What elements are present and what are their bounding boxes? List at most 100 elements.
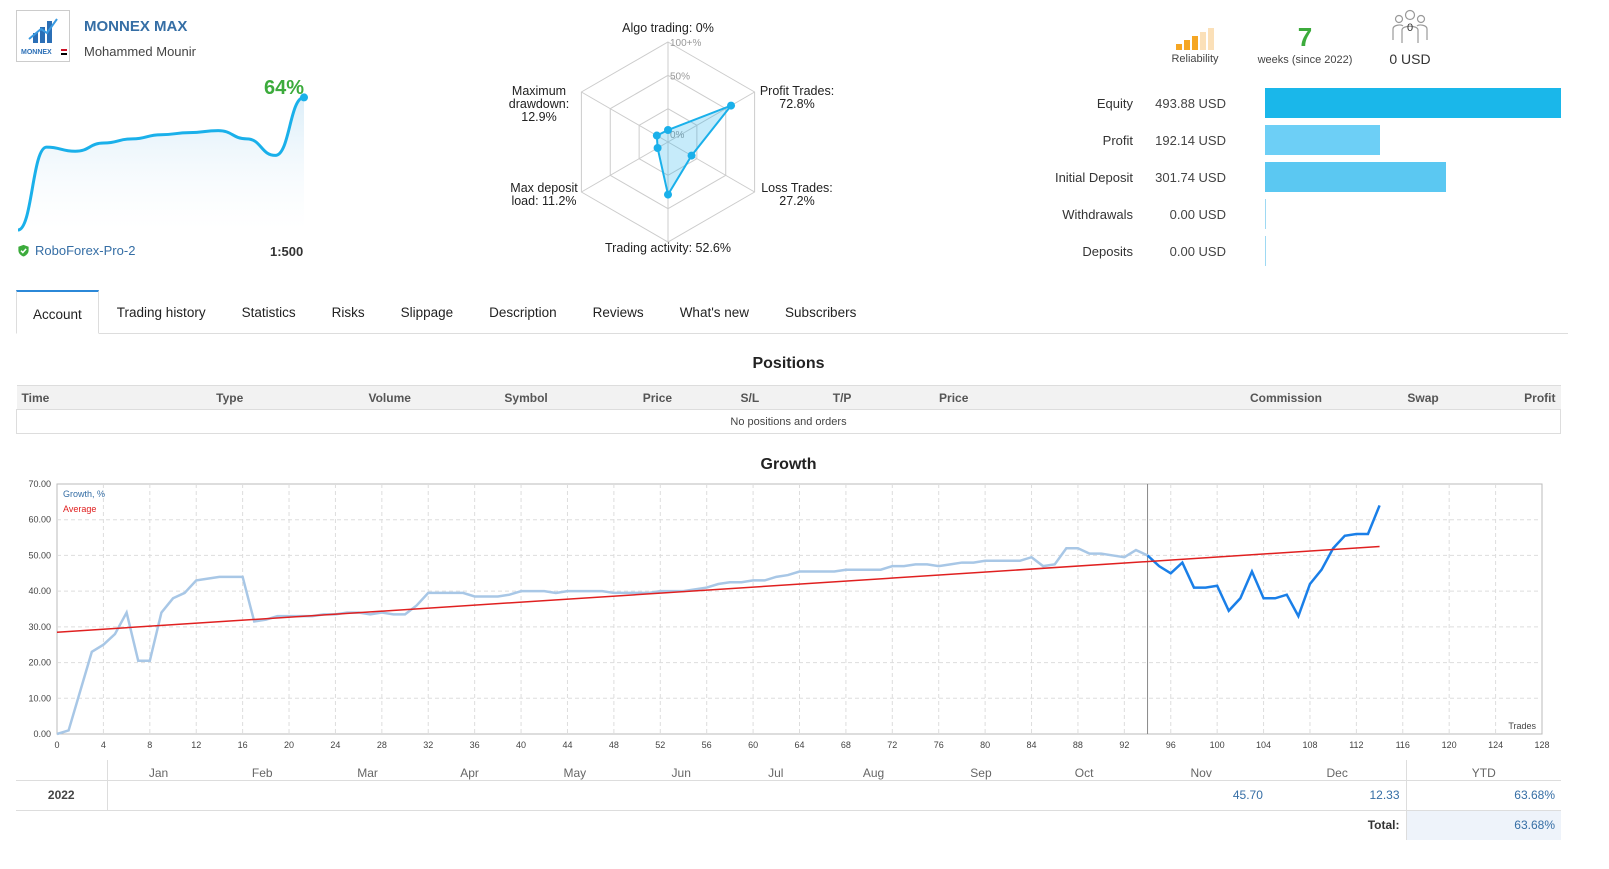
radar-point xyxy=(727,101,736,110)
financial-value: 301.74 USD xyxy=(1155,170,1226,185)
total-label: Total: xyxy=(1367,818,1400,833)
positions-col-header[interactable]: Profit xyxy=(1443,385,1561,410)
positions-col-header[interactable]: Time xyxy=(16,385,134,410)
month-value xyxy=(732,780,820,810)
financial-value: 0.00 USD xyxy=(1169,207,1226,222)
x-tick-label: 116 xyxy=(1396,740,1410,750)
y-tick-label: 50.00 xyxy=(28,550,51,560)
x-tick-label: 128 xyxy=(1534,740,1549,750)
weeks-count: 7 xyxy=(1297,22,1313,52)
growth-percent: 64% xyxy=(264,77,305,99)
financial-value: 0.00 USD xyxy=(1169,244,1226,259)
x-tick-label: 124 xyxy=(1488,740,1503,750)
growth-x-ticks: 0 4 8 12 16 20 24 28 32 36 40 44 48 52 56 60 64 68 72 76 80 8… xyxy=(54,740,1549,750)
radar-axis xyxy=(667,141,755,193)
radar-scale-label: 50% xyxy=(670,71,690,82)
growth-title: Growth xyxy=(760,456,817,473)
x-tick-label: 12 xyxy=(191,740,201,750)
positions-col-header[interactable]: Swap xyxy=(1326,385,1444,410)
x-tick-label: 24 xyxy=(330,740,340,750)
month-header: May xyxy=(563,765,587,780)
month-header: Jan xyxy=(148,765,169,780)
ytd-header: YTD xyxy=(1405,760,1561,780)
tab-slippage[interactable]: Slippage xyxy=(400,305,454,320)
positions-col-header[interactable]: Commission xyxy=(1007,385,1327,410)
x-tick-label: 76 xyxy=(934,740,944,750)
reliability-bar xyxy=(1192,36,1198,50)
positions-col-header[interactable]: Volume xyxy=(326,385,454,410)
x-tick-label: 88 xyxy=(1073,740,1083,750)
broker-name[interactable]: RoboForex-Pro-2 xyxy=(35,243,136,258)
radar-axis-label: Maximum drawdown: 12.9% xyxy=(509,84,569,124)
radar-axis-label: Trading activity: 52.6% xyxy=(605,241,731,255)
leverage: 1:500 xyxy=(270,244,304,259)
logo-text: MONNEX xyxy=(21,49,52,56)
verified-shield-icon xyxy=(18,244,29,257)
positions-col-header[interactable]: Price xyxy=(599,385,716,410)
tab-risks[interactable]: Risks xyxy=(331,305,365,320)
financial-bar xyxy=(1265,236,1266,266)
x-tick-label: 80 xyxy=(980,740,990,750)
financial-value: 493.88 USD xyxy=(1155,96,1226,111)
growth-grid xyxy=(56,483,1543,735)
financial-bar xyxy=(1265,88,1561,118)
broker-link[interactable]: RoboForex-Pro-2 xyxy=(17,243,135,258)
total-value: 63.68% xyxy=(1405,810,1561,840)
x-tick-label: 112 xyxy=(1349,740,1363,750)
month-header: Jun xyxy=(671,765,691,780)
month-value xyxy=(315,780,420,810)
positions-col-header[interactable]: Price xyxy=(900,385,1008,410)
positions-col-header[interactable]: T/P xyxy=(784,385,901,410)
x-tick-label: 52 xyxy=(655,740,665,750)
tab-trading-history[interactable]: Trading history xyxy=(116,305,206,320)
positions-col-header[interactable]: Symbol xyxy=(453,385,600,410)
radar-scale-label: 100+% xyxy=(670,38,702,49)
reliability-bar xyxy=(1208,28,1214,50)
x-tick-label: 92 xyxy=(1119,740,1129,750)
month-header: Nov xyxy=(1190,765,1212,780)
legend-growth: Growth, % xyxy=(63,489,105,499)
tab-subscribers[interactable]: Subscribers xyxy=(785,305,857,320)
y-tick-label: 10.00 xyxy=(28,693,51,703)
radar-scale-label: 0% xyxy=(670,130,685,141)
month-header: Mar xyxy=(357,765,378,780)
tab-statistics[interactable]: Statistics xyxy=(241,305,296,320)
x-tick-label: 96 xyxy=(1166,740,1176,750)
x-tick-label: 48 xyxy=(609,740,619,750)
tab-description[interactable]: Description xyxy=(489,305,557,320)
author-name[interactable]: Mohammed Mounir xyxy=(84,44,196,59)
y-tick-label: 20.00 xyxy=(28,658,51,668)
positions-table: Time Type Volume Symbol Price S/L T/P Price Comm… xyxy=(16,385,1561,434)
x-tick-label: 40 xyxy=(516,740,526,750)
reliability-bars-icon xyxy=(1176,28,1214,50)
tab-what-s-new[interactable]: What's new xyxy=(679,305,750,320)
radar-axis-label: Algo trading: 0% xyxy=(622,21,714,35)
radar-axis-label: Profit Trades: 72.8% xyxy=(760,84,834,111)
month-value xyxy=(210,780,315,810)
x-tick-label: 0 xyxy=(54,740,59,750)
positions-col-header[interactable]: Type xyxy=(133,385,327,410)
x-tick-label: 64 xyxy=(794,740,804,750)
month-value[interactable]: 12.33 xyxy=(1369,788,1400,802)
y-tick-label: 40.00 xyxy=(28,586,51,596)
month-header: Oct xyxy=(1074,765,1094,780)
x-tick-label: 4 xyxy=(101,740,106,750)
x-axis-label: Trades xyxy=(1508,721,1536,731)
financial-bar xyxy=(1265,125,1381,155)
radar-point xyxy=(652,131,661,140)
reliability[interactable]: Reliability xyxy=(1160,24,1230,65)
tab-account[interactable]: Account xyxy=(16,290,99,334)
subscribers-info[interactable]: 0 0 USD xyxy=(1380,8,1440,67)
x-tick-label: 32 xyxy=(423,740,433,750)
signal-name[interactable]: MONNEX MAX xyxy=(84,18,188,35)
risk-radar-chart: 100+% 50% 0% Algo trading: 0% Profit Trades… xyxy=(509,21,834,255)
radar-axis xyxy=(667,91,755,143)
tab-reviews[interactable]: Reviews xyxy=(592,305,644,320)
legend-average: Average xyxy=(63,504,96,514)
positions-col-header[interactable]: S/L xyxy=(715,385,784,410)
financial-value: 192.14 USD xyxy=(1155,133,1226,148)
x-tick-label: 60 xyxy=(748,740,758,750)
signal-logo[interactable]: MONNEX xyxy=(16,10,70,62)
month-value[interactable]: 45.70 xyxy=(1232,788,1263,802)
growth-y-ticks: 0.00 10.00 20.00 30.00 40.00 50.00 60.00 70.00 xyxy=(28,479,51,739)
